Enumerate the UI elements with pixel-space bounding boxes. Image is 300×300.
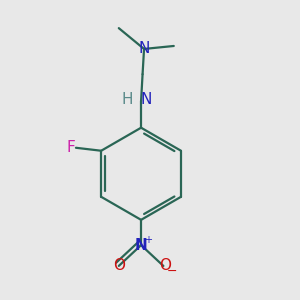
Text: O: O: [159, 258, 171, 273]
Text: +: +: [144, 235, 152, 245]
Text: −: −: [167, 265, 178, 278]
Text: H: H: [122, 92, 134, 107]
Text: N: N: [141, 92, 152, 107]
Text: F: F: [66, 140, 75, 155]
Text: N: N: [138, 41, 150, 56]
Text: N: N: [135, 238, 148, 253]
Text: O: O: [113, 258, 125, 273]
